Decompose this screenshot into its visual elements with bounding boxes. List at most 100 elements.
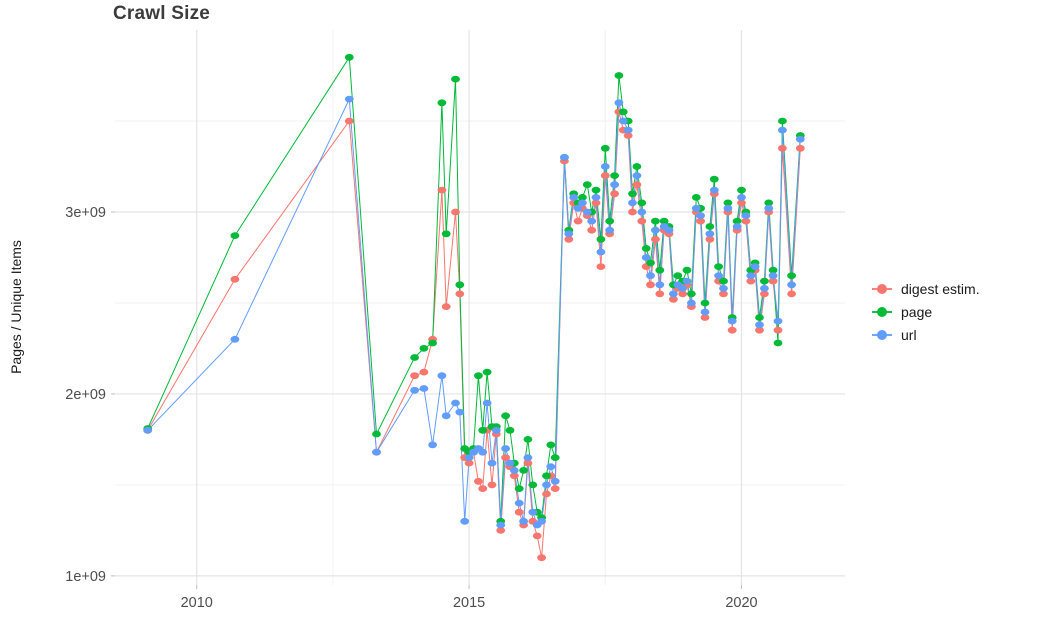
- data-point-page: [737, 186, 746, 194]
- data-point-page: [610, 172, 619, 180]
- data-point-digest-estim-: [646, 281, 655, 289]
- data-point-url: [669, 290, 678, 298]
- data-point-url: [464, 454, 474, 461]
- data-point-digest-estim-: [464, 459, 474, 467]
- data-point-page: [600, 144, 610, 152]
- data-point-url: [773, 317, 783, 325]
- data-point-digest-estim-: [419, 368, 429, 376]
- data-point-digest-estim-: [537, 554, 546, 562]
- data-point-digest-estim-: [587, 226, 597, 234]
- data-point-url: [651, 226, 660, 234]
- data-point-url: [478, 448, 488, 456]
- data-point-digest-estim-: [727, 326, 737, 334]
- data-point-url: [596, 248, 606, 256]
- data-point-url: [641, 254, 651, 261]
- data-point-digest-estim-: [632, 181, 642, 189]
- data-point-digest-estim-: [700, 314, 710, 321]
- data-point-url: [550, 477, 560, 485]
- data-point-page: [755, 314, 764, 321]
- data-point-digest-estim-: [737, 199, 746, 207]
- data-point-page: [372, 430, 381, 438]
- data-point-url: [578, 199, 587, 207]
- data-point-digest-estim-: [474, 477, 483, 485]
- data-point-url: [505, 459, 515, 467]
- data-point-page: [582, 181, 592, 189]
- data-point-url: [719, 285, 728, 292]
- data-point-page: [410, 354, 419, 361]
- data-point-url: [709, 186, 719, 194]
- data-point-page: [673, 272, 683, 280]
- legend-key-digest-estim-icon: [872, 282, 892, 296]
- data-point-page: [523, 436, 533, 443]
- data-point-digest-estim-: [550, 485, 560, 492]
- legend: digest estim. page url: [872, 281, 980, 343]
- data-point-page: [614, 72, 624, 79]
- data-point-url: [605, 226, 615, 234]
- data-point-page: [419, 345, 429, 352]
- data-point-url: [428, 441, 437, 449]
- data-point-url: [691, 204, 701, 212]
- data-point-page: [687, 290, 696, 298]
- data-point-page: [691, 194, 701, 201]
- legend-item-digest-estim: digest estim.: [872, 281, 980, 297]
- data-point-digest-estim-: [655, 290, 665, 298]
- data-point-page: [528, 481, 538, 489]
- data-point-digest-estim-: [610, 190, 619, 198]
- data-point-url: [678, 285, 688, 292]
- data-point-digest-estim-: [760, 290, 769, 298]
- x-tick-label: 2015: [453, 595, 485, 611]
- legend-label-page: page: [901, 304, 933, 320]
- data-point-url: [496, 521, 506, 529]
- data-point-url: [714, 272, 723, 280]
- data-point-url: [582, 208, 592, 216]
- data-point-page: [705, 223, 715, 230]
- data-point-url: [637, 208, 647, 216]
- data-point-url: [523, 454, 533, 461]
- data-point-url: [755, 321, 764, 329]
- data-point-url: [610, 181, 619, 189]
- data-point-digest-estim-: [451, 208, 460, 216]
- data-point-digest-estim-: [669, 295, 678, 303]
- data-point-page: [709, 175, 719, 183]
- data-point-page: [714, 263, 723, 270]
- data-point-page: [455, 281, 465, 289]
- data-point-url: [441, 412, 451, 420]
- data-point-page: [596, 235, 606, 243]
- data-point-digest-estim-: [514, 508, 524, 516]
- data-point-digest-estim-: [596, 263, 606, 270]
- data-point-url: [528, 508, 538, 516]
- data-point-url: [696, 212, 705, 220]
- data-point-page: [437, 99, 447, 107]
- data-point-page: [655, 266, 665, 274]
- data-point-url: [482, 399, 492, 407]
- data-point-digest-estim-: [696, 217, 705, 225]
- data-point-page: [764, 199, 774, 207]
- data-point-page: [760, 277, 769, 285]
- data-point-url: [537, 517, 546, 525]
- data-point-url: [419, 385, 429, 392]
- data-point-digest-estim-: [573, 217, 583, 225]
- data-point-page: [514, 485, 524, 492]
- data-point-digest-estim-: [478, 485, 488, 492]
- data-point-digest-estim-: [778, 144, 787, 152]
- data-point-digest-estim-: [230, 275, 240, 283]
- data-point-page: [550, 454, 560, 461]
- data-point-url: [741, 212, 751, 220]
- data-point-url: [573, 204, 583, 212]
- data-point-url: [410, 386, 419, 394]
- data-point-url: [372, 448, 381, 456]
- data-point-url: [569, 194, 579, 201]
- data-point-digest-estim-: [746, 277, 756, 285]
- data-point-url: [587, 217, 597, 225]
- y-tick-label: 1e+09: [65, 569, 106, 585]
- x-tick-label: 2020: [725, 595, 757, 611]
- data-point-url: [768, 272, 778, 280]
- data-point-url: [727, 317, 737, 325]
- data-point-page: [230, 232, 240, 240]
- data-point-url: [682, 277, 692, 285]
- data-point-url: [646, 272, 655, 280]
- data-point-url: [750, 263, 760, 270]
- legend-item-page: page: [872, 304, 980, 320]
- data-point-digest-estim-: [705, 235, 715, 243]
